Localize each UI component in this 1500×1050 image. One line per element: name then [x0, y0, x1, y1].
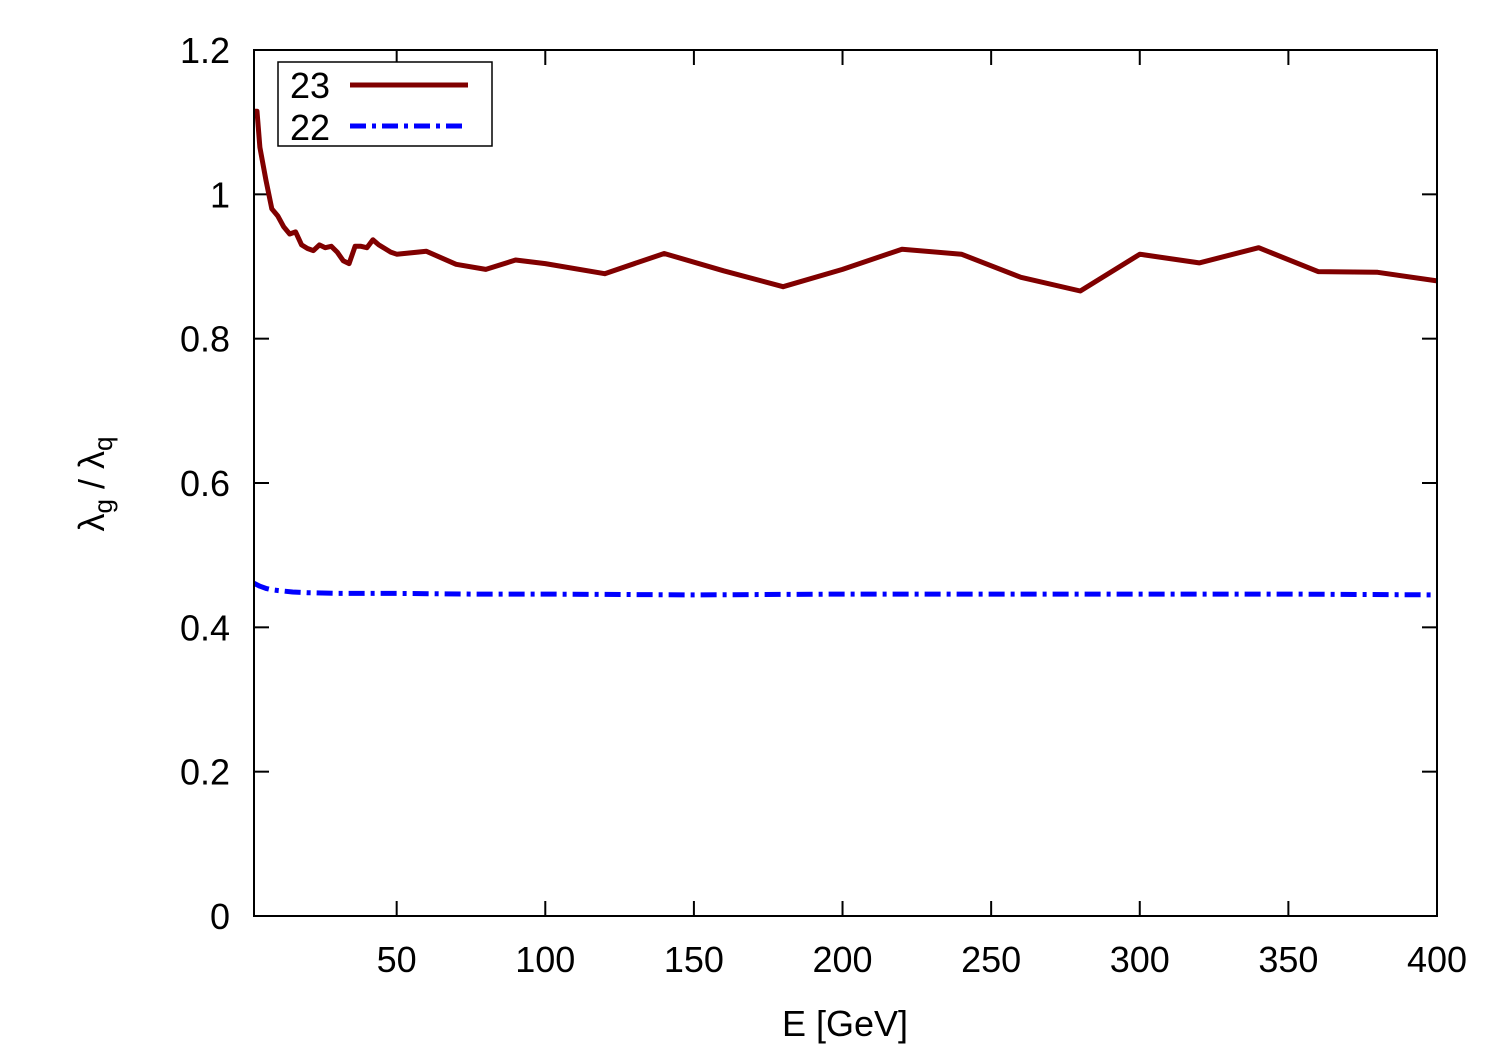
x-tick-label: 200: [812, 939, 872, 980]
y-tick-label: 0.8: [180, 319, 230, 360]
y-axis-label-sub-num: g: [88, 499, 118, 513]
y-tick-label: 0: [210, 896, 230, 937]
plot-frame: [253, 49, 1438, 917]
y-tick-label: 0.2: [180, 752, 230, 793]
series-line-2: [252, 581, 1438, 598]
x-tick-label: 150: [664, 939, 724, 980]
x-axis-label: E [GeV]: [782, 1003, 908, 1044]
x-tick-label: 300: [1110, 939, 1170, 980]
series-line-1: [254, 108, 1438, 294]
tick-labels-layer: 50 100 150 200 250 300 350 400 0 0.2 0.4 0.6 0.8 1 1.2: [180, 30, 1467, 980]
y-axis-label-sub-den: q: [88, 437, 118, 451]
y-axis-label-symbol: λ: [71, 513, 112, 531]
ticks-layer: [254, 49, 1438, 917]
y-tick-label: 0.6: [180, 463, 230, 504]
y-tick-label: 1.2: [180, 30, 230, 71]
legend: 23 22: [277, 61, 493, 148]
y-tick-label: 1: [210, 174, 230, 215]
legend-box: [277, 61, 493, 147]
x-tick-label: 250: [961, 939, 1021, 980]
y-axis-label-separator: /: [71, 469, 112, 499]
y-axis-label-symbol-den: λ: [71, 451, 112, 469]
legend-label-series-1: 23: [290, 65, 330, 106]
x-tick-label: 350: [1258, 939, 1318, 980]
y-tick-label: 0.4: [180, 607, 230, 648]
x-tick-label: 100: [515, 939, 575, 980]
x-tick-label: 50: [377, 939, 417, 980]
series-layer: [252, 108, 1438, 598]
legend-label-series-2: 22: [290, 107, 330, 148]
y-axis-label: λg / λq: [71, 437, 118, 532]
x-tick-label: 400: [1407, 939, 1467, 980]
